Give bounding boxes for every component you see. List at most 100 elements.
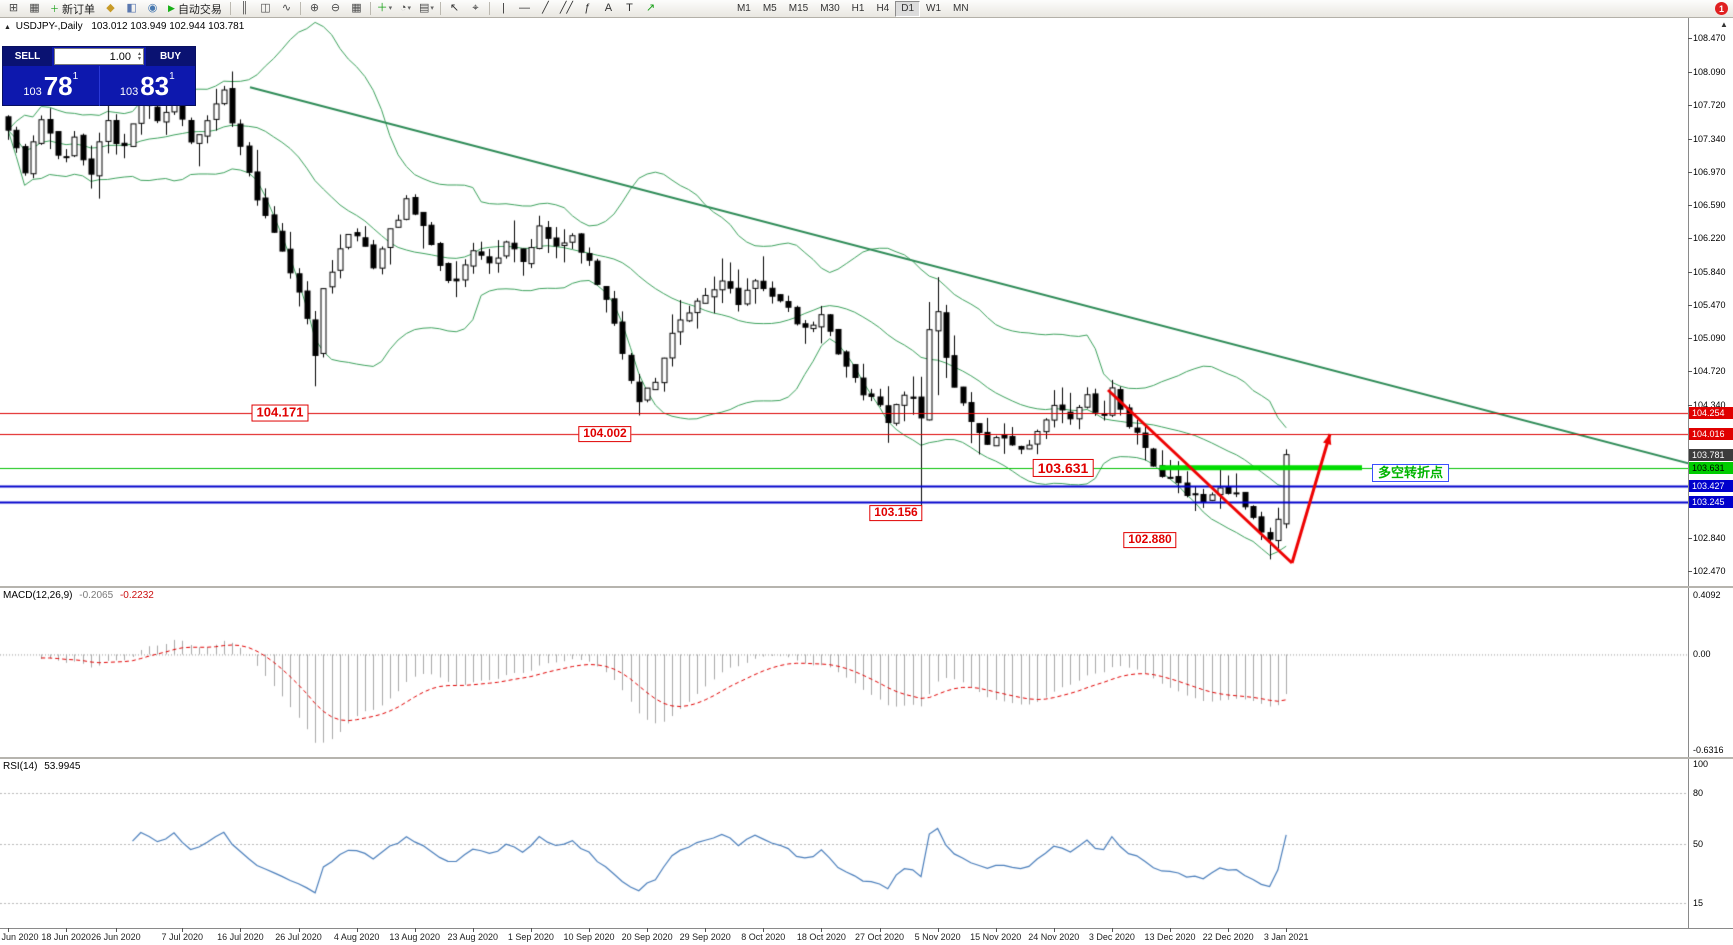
tile-windows-icon[interactable]: ▦: [351, 2, 362, 14]
horizontal-line-icon[interactable]: —: [518, 2, 530, 14]
price-callout-104.002[interactable]: 104.002: [578, 426, 632, 442]
price-axis-label: 104.720: [1693, 366, 1726, 377]
channel-icon[interactable]: ╱╱: [559, 2, 574, 14]
price-callout-103.631[interactable]: 103.631: [1032, 458, 1094, 478]
arrows-icon[interactable]: ↗: [645, 2, 656, 14]
one-click-trade-panel: SELL 1.00 ▲ ▼ BUY 103 78 1 103 83 1: [2, 46, 196, 106]
date-axis-tick: [182, 928, 184, 932]
navigator-icon[interactable]: ◉: [147, 2, 158, 14]
autotrade-button-icon: ▶: [168, 3, 175, 13]
volume-input[interactable]: 1.00 ▲ ▼: [54, 48, 144, 65]
price-axis-tick: [1688, 271, 1692, 273]
buy-button[interactable]: BUY: [146, 47, 195, 66]
timeframe-h4[interactable]: H4: [876, 3, 890, 14]
candlestick-icon[interactable]: ◫: [260, 2, 271, 14]
volume-value: 1.00: [109, 50, 131, 63]
fibonacci-icon[interactable]: ƒ: [584, 2, 591, 14]
timeframe-m30[interactable]: M30: [820, 3, 840, 14]
line-chart-icon[interactable]: ∿: [281, 2, 292, 14]
timeframe-w1[interactable]: W1: [926, 3, 942, 14]
cursor-icon[interactable]: ↖: [449, 2, 460, 14]
sell-button[interactable]: SELL: [3, 47, 52, 66]
date-axis-tick: [66, 928, 68, 932]
price-axis-label: 104.340: [1693, 399, 1726, 410]
date-axis-label: 22 Dec 2020: [1202, 932, 1254, 942]
price-tag-103.427: 103.427: [1689, 479, 1733, 492]
price-callout-102.880[interactable]: 102.880: [1123, 532, 1177, 548]
price-callout-103.156[interactable]: 103.156: [869, 505, 923, 521]
date-axis-tick: [937, 928, 939, 932]
notification-badge[interactable]: 1: [1715, 2, 1728, 15]
timeframe-d1[interactable]: D1: [895, 0, 921, 17]
date-axis-label: 7 Jul 2020: [161, 932, 204, 942]
volume-down-icon[interactable]: ▼: [137, 55, 142, 62]
templates-icon[interactable]: ▤ ▾: [418, 2, 434, 14]
new-order-button[interactable]: ＋新订单: [45, 1, 100, 16]
price-axis-tick: [1688, 72, 1692, 74]
periods-icon[interactable]: ◔ ▾: [399, 2, 412, 14]
date-axis-label: 5 Nov 2020: [914, 932, 961, 942]
price-tag-104.016: 104.016: [1689, 427, 1733, 440]
timeframe-h1[interactable]: H1: [851, 3, 865, 14]
data-window-icon[interactable]: ◧: [126, 2, 137, 14]
date-axis-label: 18 Jun 2020: [41, 932, 91, 942]
macd-panel-splitter[interactable]: [0, 586, 1733, 588]
price-axis-tick: [1688, 238, 1692, 240]
profiles-icon[interactable]: ▦: [29, 2, 40, 14]
bar-chart-icon[interactable]: ║: [240, 2, 249, 14]
date-axis-label: 1 Sep 2020: [507, 932, 554, 942]
timeframe-m1[interactable]: M1: [736, 3, 751, 14]
timeframe-mn[interactable]: MN: [953, 3, 969, 14]
label-icon[interactable]: T: [626, 2, 633, 14]
date-axis-label: 16 Jul 2020: [217, 932, 264, 942]
crosshair-icon[interactable]: ⌖: [472, 2, 479, 14]
date-axis-label: 3 Dec 2020: [1088, 932, 1135, 942]
timeframe-m15[interactable]: M15: [788, 3, 809, 14]
price-axis-label: 102.840: [1693, 533, 1726, 544]
new-order-button-label: 新订单: [62, 3, 96, 16]
turning-point-annotation[interactable]: 多空转折点: [1372, 464, 1450, 482]
sell-price-display[interactable]: 103 78 1: [3, 66, 100, 106]
indicators-icon[interactable]: ＋ ▾: [376, 2, 393, 14]
zoom-out-icon[interactable]: ⊖: [330, 2, 341, 14]
price-axis-border: [1688, 18, 1689, 928]
date-axis-tick: [530, 928, 532, 932]
price-axis-tick: [1688, 570, 1692, 572]
date-axis-label: 10 Sep 2020: [563, 932, 615, 942]
date-axis-tick: [298, 928, 300, 932]
macd-panel-canvas[interactable]: [0, 588, 1688, 757]
new-chart-icon[interactable]: ⊞: [8, 2, 19, 14]
buy-price-prefix: 103: [119, 86, 139, 98]
price-axis-label: 102.470: [1693, 565, 1726, 576]
autotrade-button[interactable]: ▶ 自动交易: [163, 1, 227, 16]
date-axis-tick: [1228, 928, 1230, 932]
chevron-down-icon: ▾: [430, 5, 434, 12]
price-callout-104.171[interactable]: 104.171: [251, 404, 309, 422]
timeframe-m5[interactable]: M5: [762, 3, 777, 14]
date-axis-tick: [763, 928, 765, 932]
rsi-panel-splitter[interactable]: [0, 757, 1733, 759]
date-axis-tick: [879, 928, 881, 932]
main-chart-canvas[interactable]: [0, 18, 1688, 586]
main-toolbar: ⊞ ▦ ＋新订单 ◆ ◧ ◉ ▶ 自动交易 ║ ◫ ∿ ⊕ ⊖ ▦ ＋ ▾ ◔ ▾ ▤ ▾ ↖ ⌖ | — ╱ ╱╱ ƒ A T ↗ M1…: [0, 0, 1733, 18]
zoom-in-icon[interactable]: ⊕: [309, 2, 320, 14]
rsi-panel-canvas[interactable]: [0, 759, 1688, 928]
rsi-value: 53.9945: [44, 761, 81, 772]
volume-up-icon[interactable]: ▲: [137, 50, 142, 57]
vertical-line-icon[interactable]: |: [502, 2, 505, 14]
trendline-icon[interactable]: ╱: [542, 2, 549, 14]
date-axis-label: 26 Jul 2020: [275, 932, 322, 942]
date-axis-label: 4 Aug 2020: [333, 932, 380, 942]
date-axis-tick: [1286, 928, 1288, 932]
buy-price-display[interactable]: 103 83 1: [100, 66, 196, 106]
date-axis-label: 26 Jun 2020: [91, 932, 141, 942]
buy-price-pip: 1: [169, 71, 175, 82]
date-axis-label: 18 Oct 2020: [796, 932, 846, 942]
date-axis-tick: [589, 928, 590, 932]
text-icon[interactable]: A: [604, 2, 613, 14]
symbol-label: USDJPY-,Daily: [15, 21, 83, 32]
chart-scroll-up-icon[interactable]: ▲: [1720, 20, 1728, 29]
panel-collapse-icon[interactable]: ▲: [4, 24, 11, 31]
date-axis-label: 13 Aug 2020: [389, 932, 440, 942]
market-watch-icon[interactable]: ◆: [106, 2, 115, 14]
